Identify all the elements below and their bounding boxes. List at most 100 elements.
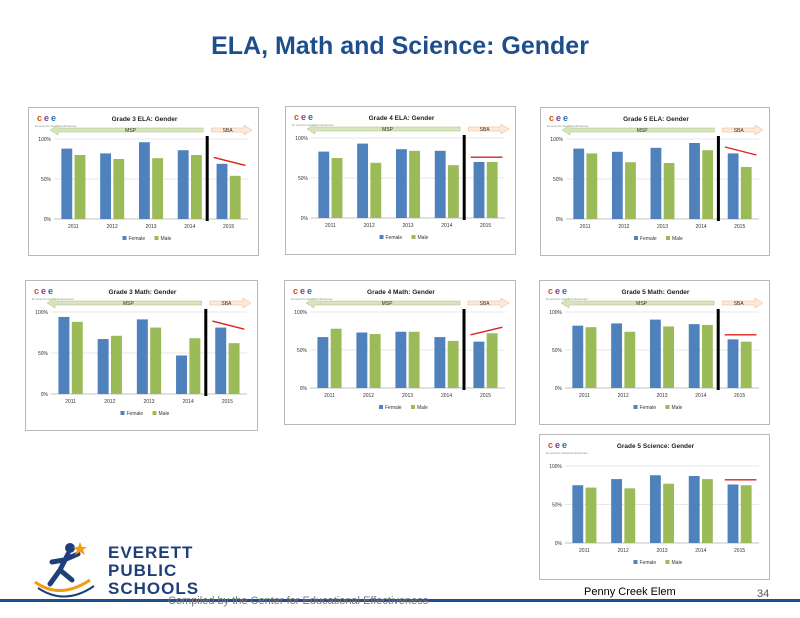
bar-male [74,155,86,219]
bar-male [150,327,162,394]
x-tick-label: 2012 [618,393,629,399]
bar-female [688,476,700,543]
x-tick-label: 2015 [222,399,233,405]
y-tick-label: 50% [297,348,308,354]
cee-logo-letter: e [300,286,305,296]
logo-line-1: EVERETT [108,543,194,562]
x-tick-label: 2013 [657,224,668,230]
bar-female [727,339,739,388]
bar-female [434,150,446,218]
trend-line [213,156,246,167]
bar-female [688,324,700,388]
msp-label: MSP [123,301,134,307]
msp-arrow [306,123,461,135]
chart-title: Grade 4 Math: Gender [367,289,435,296]
legend-label: Female [385,405,402,411]
trend-line [724,146,757,156]
bar-male [585,327,597,388]
x-tick-label: 2014 [695,548,706,554]
chart-title: Grade 3 ELA: Gender [112,116,178,123]
bar-male [624,488,636,543]
cee-logo-letter: e [556,113,561,123]
sba-label: SBA [480,127,491,133]
bar-female [649,475,661,543]
y-tick-label: 0% [555,386,563,392]
bar-male [740,341,752,388]
bar-female [611,151,623,219]
y-tick-label: 0% [41,392,49,398]
y-tick-label: 0% [301,216,309,222]
sba-arrow [722,124,764,136]
everett-public-schools-logo: EVERETT PUBLIC SCHOOLS [30,540,198,602]
sba-label: SBA [734,128,745,134]
bar-male [486,333,498,388]
cee-logo-letter: e [563,113,568,123]
chart-title: Grade 4 ELA: Gender [369,115,435,122]
sba-label: SBA [479,301,490,307]
legend-swatch-male [411,405,415,409]
x-tick-label: 2013 [145,224,156,230]
bar-female [138,142,150,219]
bar-male [663,483,675,543]
bar-female [356,332,368,388]
legend-swatch-male [666,236,670,240]
bar-female [689,143,700,219]
legend-label: Male [672,236,683,242]
legend-label: Female [640,236,657,242]
bar-female [572,485,584,543]
cee-logo-letter: c [37,113,42,123]
y-tick-label: 50% [552,503,563,509]
legend-label: Female [127,411,144,417]
bar-female [611,479,623,543]
chart-title: Grade 5 ELA: Gender [623,116,689,123]
bar-male [624,331,636,388]
chart-title: Grade 5 Science: Gender [617,443,695,450]
bar-male [71,321,83,394]
cee-logo-letter: c [293,286,298,296]
x-tick-label: 2011 [580,224,591,230]
x-tick-label: 2013 [656,393,667,399]
bar-female [136,319,148,394]
bar-male [110,335,122,394]
legend-label: Female [129,236,146,242]
x-tick-label: 2012 [618,548,629,554]
y-tick-label: 100% [549,464,562,470]
cee-logo-letter: c [548,286,553,296]
legend-swatch-female [633,405,638,409]
y-tick-label: 100% [295,136,308,142]
y-tick-label: 100% [549,310,562,316]
legend-swatch-male [411,235,416,239]
page-number: 34 [757,588,770,600]
legend-swatch-female [633,560,638,564]
x-tick-label: 2011 [579,393,590,399]
legend-label: Male [161,236,172,242]
cee-logo-letter: c [548,440,553,450]
bar-female [573,148,585,219]
bar-male [486,162,498,218]
x-tick-label: 2012 [364,223,375,229]
bar-female [97,339,109,394]
y-tick-label: 100% [35,310,48,316]
bar-female [215,327,227,394]
x-tick-label: 2015 [223,224,234,230]
sba-label: SBA [221,301,232,307]
page-title: ELA, Math and Science: Gender [211,32,589,60]
bar-female [727,153,739,219]
legend-swatch-female [634,236,638,240]
y-tick-label: 50% [553,177,564,183]
bar-female [572,325,584,388]
legend-label: Male [672,405,683,411]
x-tick-label: 2014 [441,223,452,229]
legend-label: Male [672,560,683,566]
bar-male [369,334,381,388]
bar-female [473,341,485,388]
bar-male [370,162,382,218]
runner-icon [34,542,95,598]
cee-logo-letter: c [549,113,554,123]
